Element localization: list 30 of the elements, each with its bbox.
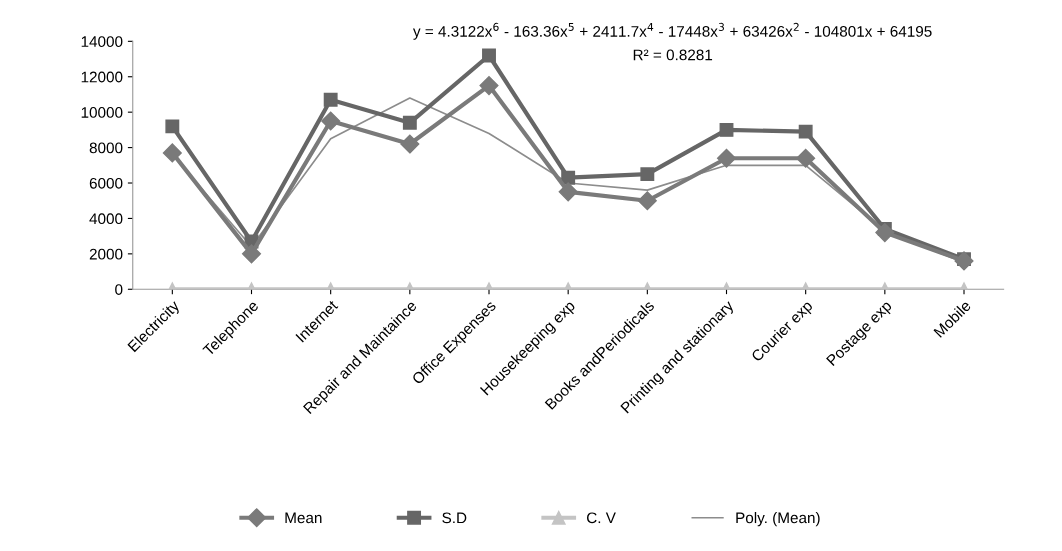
legend-label: C. V [587,512,616,524]
annotation: R² = 0.8281 [633,49,713,61]
point [716,148,737,168]
y-tick-label: 8000 [89,142,123,154]
point [637,191,657,211]
legend-label: Mean [285,512,322,524]
point [561,170,576,185]
point [558,182,578,202]
y-tick-label: 6000 [89,177,123,189]
y-tick-label: 10000 [81,107,123,118]
y-tick-label: 14000 [81,36,123,48]
point [402,115,417,130]
y-tick-label: 12000 [81,71,123,83]
y-tick-label: 2000 [89,248,123,260]
point [640,167,655,182]
point [796,148,816,168]
y-tick-label: 4000 [89,213,123,225]
point [482,48,496,63]
point [323,92,338,107]
point [400,134,420,154]
point [798,124,813,139]
point [719,122,734,137]
point [321,111,341,131]
y-tick-label: 0 [115,284,123,295]
text: y = 4.3122x$^{6}$ - 163.36x$^{5}$ + 2411.7x$^{4}$ - 17448x$^{3}$ + 63426x$^{2}$ - 104801x + 64195 [412,22,932,40]
point [479,76,499,96]
point [162,143,182,163]
legend-label: S.D [442,512,467,524]
point [165,119,180,134]
legend-label: Poly. (Mean) [736,511,820,527]
